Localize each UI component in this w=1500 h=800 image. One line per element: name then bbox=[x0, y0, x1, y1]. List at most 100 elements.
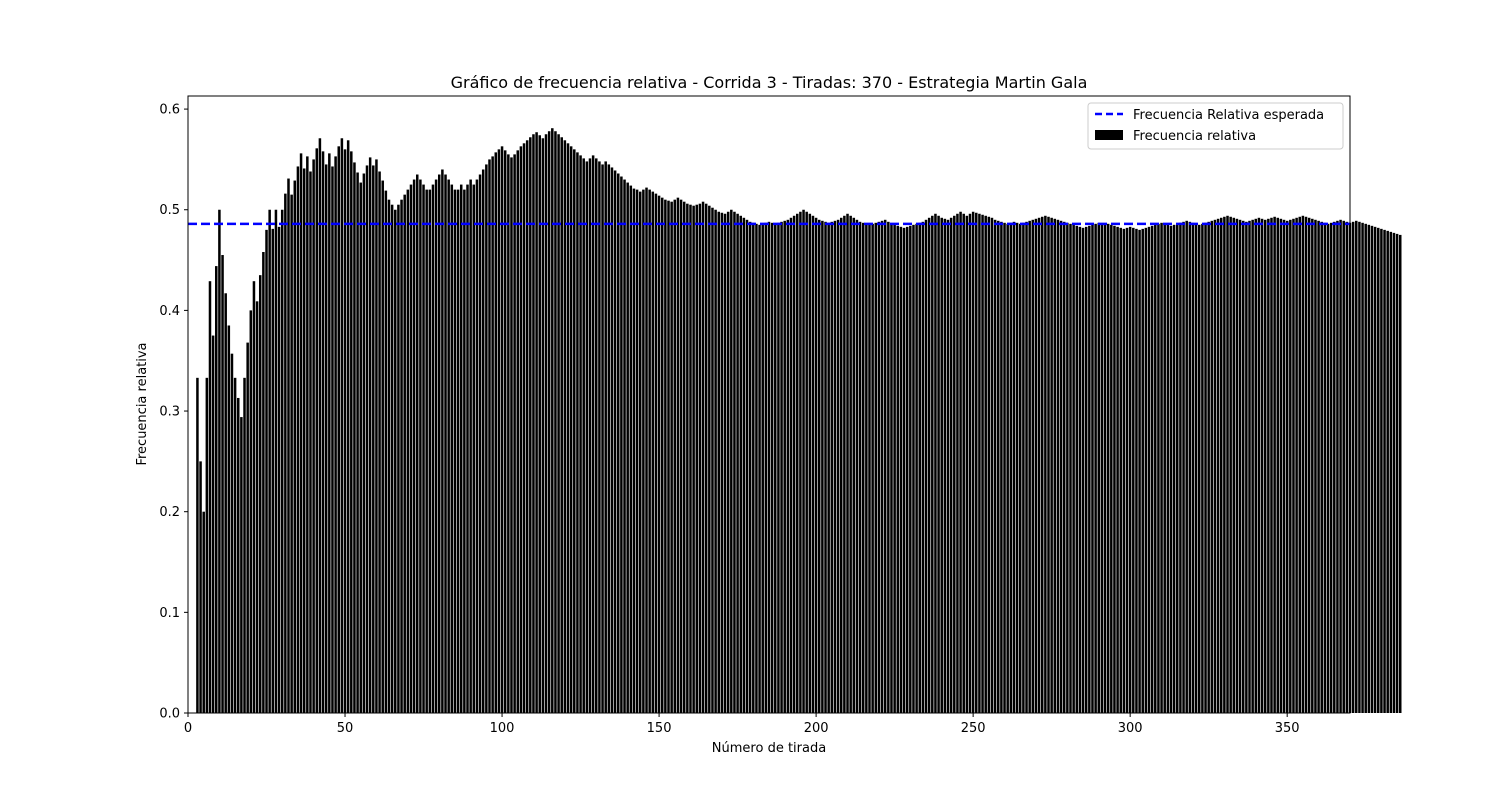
bar bbox=[1084, 226, 1088, 713]
bar bbox=[752, 222, 755, 713]
bar bbox=[233, 377, 237, 713]
bar bbox=[1342, 220, 1345, 713]
bar bbox=[1062, 221, 1066, 713]
bar bbox=[456, 189, 460, 714]
bar bbox=[984, 215, 987, 713]
bar bbox=[356, 172, 359, 713]
bar bbox=[748, 221, 752, 713]
bar bbox=[541, 138, 545, 713]
bar bbox=[934, 213, 937, 713]
bar bbox=[868, 224, 871, 713]
bar bbox=[312, 159, 315, 713]
bar bbox=[1351, 221, 1355, 713]
bar bbox=[978, 213, 981, 713]
bar bbox=[783, 220, 786, 713]
bar bbox=[1229, 216, 1232, 713]
bar bbox=[654, 193, 658, 713]
bar bbox=[1015, 222, 1019, 713]
bar bbox=[280, 209, 284, 714]
bar bbox=[591, 155, 595, 713]
bar bbox=[268, 209, 271, 714]
bar bbox=[708, 205, 711, 713]
bar bbox=[767, 221, 771, 713]
x-axis-ticks: 0 50 100 150 200 250 300 350 bbox=[184, 713, 1300, 736]
bar bbox=[745, 219, 749, 714]
legend-expected-label: Frecuencia Relativa esperada bbox=[1133, 108, 1324, 123]
bar bbox=[736, 213, 739, 713]
bar bbox=[802, 209, 805, 714]
bar bbox=[598, 161, 601, 714]
bar bbox=[1094, 223, 1097, 713]
bar bbox=[739, 215, 742, 713]
bar bbox=[416, 174, 419, 713]
bar bbox=[290, 194, 293, 713]
bar bbox=[1025, 221, 1028, 713]
bar bbox=[1329, 222, 1333, 713]
bar bbox=[544, 134, 548, 713]
bar bbox=[1304, 216, 1308, 713]
legend-bar-label: Frecuencia relativa bbox=[1133, 129, 1256, 144]
bar bbox=[202, 511, 205, 713]
bar bbox=[1103, 224, 1107, 713]
bar bbox=[1044, 215, 1047, 713]
bar bbox=[1037, 217, 1041, 714]
x-tick-label: 250 bbox=[961, 721, 986, 736]
bar bbox=[1248, 220, 1251, 713]
bar bbox=[1088, 225, 1091, 713]
bar bbox=[711, 207, 714, 713]
bar bbox=[1022, 222, 1025, 713]
bar bbox=[1000, 221, 1003, 713]
bar bbox=[761, 223, 764, 713]
bar bbox=[755, 223, 758, 713]
bar bbox=[507, 154, 510, 713]
bar bbox=[293, 180, 297, 714]
bar bbox=[309, 171, 312, 714]
bar bbox=[1301, 215, 1305, 713]
bar bbox=[940, 217, 943, 714]
bar bbox=[1254, 218, 1258, 714]
bar bbox=[981, 214, 984, 713]
bar bbox=[664, 199, 667, 714]
bar bbox=[497, 149, 501, 714]
bar bbox=[277, 226, 281, 713]
bar bbox=[905, 226, 909, 713]
bar bbox=[437, 174, 441, 713]
bar bbox=[331, 166, 334, 713]
bar bbox=[626, 182, 629, 713]
bar bbox=[1050, 217, 1053, 714]
bar bbox=[1320, 221, 1323, 713]
bar bbox=[441, 169, 444, 714]
bar bbox=[221, 255, 224, 713]
bar bbox=[814, 217, 818, 714]
bar bbox=[1179, 222, 1182, 713]
bar bbox=[211, 335, 215, 713]
bar bbox=[789, 217, 793, 714]
bar bbox=[324, 164, 328, 713]
bar bbox=[1395, 233, 1399, 713]
bar bbox=[1207, 221, 1210, 713]
bar bbox=[1194, 223, 1198, 713]
bar bbox=[682, 201, 686, 713]
bar bbox=[827, 222, 830, 713]
bar bbox=[353, 162, 356, 713]
bar bbox=[1276, 217, 1280, 714]
bar bbox=[975, 212, 978, 713]
bar bbox=[956, 213, 959, 713]
bar bbox=[372, 165, 375, 713]
bar bbox=[968, 213, 972, 713]
bar bbox=[833, 220, 837, 713]
bar bbox=[780, 221, 783, 713]
bar bbox=[1003, 222, 1006, 713]
bar bbox=[1314, 219, 1317, 714]
bar bbox=[1172, 224, 1176, 713]
bar bbox=[265, 229, 268, 713]
bar bbox=[1091, 224, 1094, 713]
bar bbox=[733, 211, 736, 713]
bar bbox=[1364, 223, 1367, 713]
bar bbox=[689, 204, 692, 713]
bar bbox=[855, 219, 859, 714]
bar bbox=[491, 156, 494, 713]
bar bbox=[390, 204, 394, 713]
bar bbox=[714, 209, 717, 714]
